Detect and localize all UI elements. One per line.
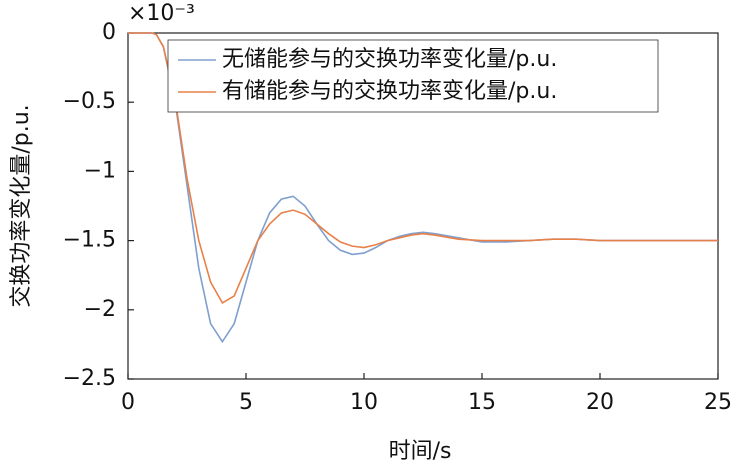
data-line (128, 32, 718, 304)
y-tick-label: −2.5 (63, 366, 116, 391)
y-tick-label: 0 (102, 20, 116, 45)
x-tick-label: 5 (239, 390, 253, 415)
y-tick-label: −2 (84, 297, 116, 322)
y-tick-label: −1 (84, 158, 116, 183)
x-tick-label: 15 (468, 390, 496, 415)
x-axis-label: 时间/s (389, 439, 452, 464)
y-tick-label: −1.5 (63, 228, 116, 253)
y-tick-label: −0.5 (63, 89, 116, 114)
plot-frame (127, 32, 719, 380)
x-tick-label: 0 (121, 390, 135, 415)
legend-label: 有储能参与的交换功率变化量/p.u. (222, 79, 557, 104)
x-tick-label: 10 (350, 390, 378, 415)
x-tick-label: 25 (704, 390, 732, 415)
legend-box (167, 39, 659, 113)
legend-label: 无储能参与的交换功率变化量/p.u. (222, 47, 557, 72)
y-axis-label: 交换功率变化量/p.u. (9, 104, 34, 307)
data-line (128, 32, 718, 344)
x-tick-label: 20 (586, 390, 614, 415)
y-multiplier: ×10⁻³ (128, 1, 195, 26)
